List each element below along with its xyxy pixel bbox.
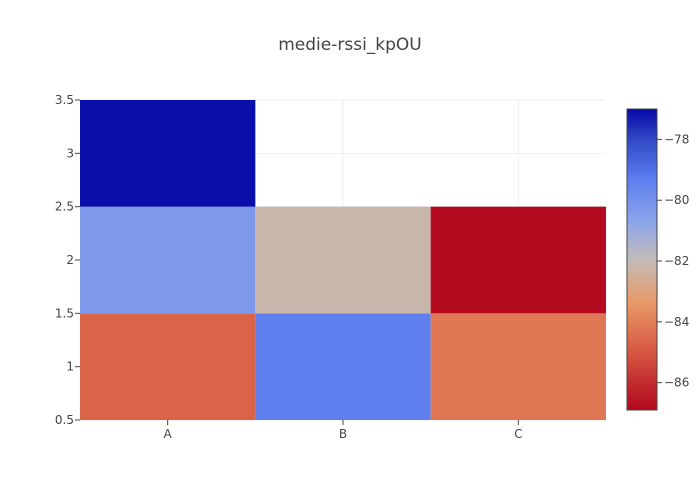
x-tick-label: A xyxy=(164,427,173,441)
colorbar-tick-label: −82 xyxy=(664,254,689,268)
heatmap-cell-C-1[interactable] xyxy=(430,313,606,420)
colorbar-tick-label: −84 xyxy=(664,315,689,329)
x-tick-label: C xyxy=(514,427,522,441)
colorbar-tick-label: −86 xyxy=(664,376,689,390)
axes: 0.5 1 1.5 2 2.5 3 3.5 A B C xyxy=(55,93,523,441)
colorbar: −78 −80 −82 −84 −86 xyxy=(626,108,689,411)
y-tick-label: 0.5 xyxy=(55,413,74,427)
heatmap-cells xyxy=(80,100,606,420)
y-tick-label: 1 xyxy=(66,360,74,374)
heatmap-cell-A-1[interactable] xyxy=(80,313,256,420)
y-tick-label: 1.5 xyxy=(55,306,74,320)
heatmap-cell-A-3[interactable] xyxy=(80,100,256,207)
y-tick-label: 3 xyxy=(66,146,74,160)
colorbar-gradient xyxy=(626,108,658,411)
heatmap-cell-A-2[interactable] xyxy=(80,206,256,314)
y-tick-label: 3.5 xyxy=(55,93,74,107)
y-tick-label: 2 xyxy=(66,253,74,267)
chart-title: medie-rssi_kpOU xyxy=(278,35,422,55)
heatmap-cell-B-1[interactable] xyxy=(255,313,431,420)
colorbar-tick-label: −80 xyxy=(664,193,689,207)
x-tick-label: B xyxy=(339,427,347,441)
y-tick-label: 2.5 xyxy=(55,200,74,214)
colorbar-tick-label: −78 xyxy=(664,132,689,146)
heatmap-cell-C-2[interactable] xyxy=(430,206,606,314)
heatmap-cell-B-2[interactable] xyxy=(255,206,431,314)
